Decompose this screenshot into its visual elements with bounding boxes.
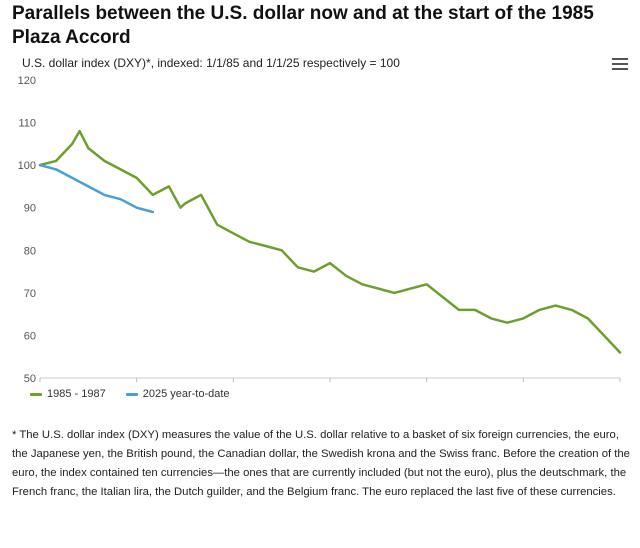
footnote: * The U.S. dollar index (DXY) measures t… (12, 429, 630, 498)
menu-bar (612, 68, 628, 70)
y-tick-label: 80 (24, 245, 36, 257)
series-line-2025-ytd (38, 163, 155, 214)
y-tick-label: 120 (18, 75, 36, 87)
y-tick-label: 70 (24, 288, 36, 300)
line-chart: 50 60 70 80 90 100 110 120 01-198507-198501-198… (18, 75, 622, 382)
x-axis-ticks: 01-198507-198501-198607-198601-198707-19… (39, 378, 621, 382)
legend-item-1985-1987[interactable]: 1985 - 1987 (30, 388, 106, 400)
chart-legend: 1985 - 1987 2025 year-to-date (30, 388, 230, 400)
legend-swatch (125, 392, 138, 396)
legend-item-2025-ytd[interactable]: 2025 year-to-date (125, 388, 230, 400)
series-line-1985-1987 (38, 129, 622, 354)
legend-label: 1985 - 1987 (47, 388, 106, 400)
hamburger-menu-icon[interactable] (612, 56, 628, 70)
series-layer (38, 129, 622, 354)
menu-bar (612, 63, 628, 65)
legend-label: 2025 year-to-date (142, 388, 230, 400)
y-axis-ticks: 50 60 70 80 90 100 110 120 (18, 75, 36, 382)
legend-swatch (30, 392, 42, 396)
chart-subtitle: U.S. dollar index (DXY)*, indexed: 1/1/8… (22, 56, 400, 70)
y-tick-label: 110 (18, 118, 36, 130)
chart-title: Parallels between the U.S. dollar now an… (12, 3, 594, 48)
menu-bar (612, 58, 628, 60)
y-tick-label: 60 (24, 330, 36, 342)
y-tick-label: 90 (24, 203, 36, 215)
y-tick-label: 50 (24, 373, 36, 382)
y-tick-label: 100 (18, 160, 36, 172)
